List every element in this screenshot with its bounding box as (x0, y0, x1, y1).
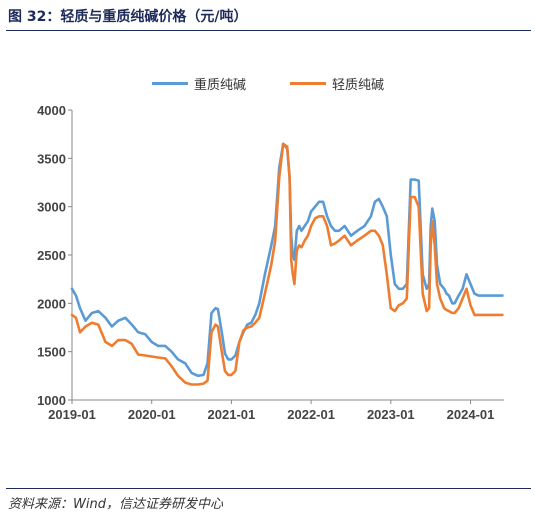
legend-swatch-heavy (152, 82, 188, 85)
legend-item-heavy: 重质纯碱 (152, 74, 246, 93)
title-rule (6, 30, 531, 31)
x-tick-label: 2024-01 (447, 407, 495, 422)
legend-swatch-light (290, 82, 326, 85)
y-tick-label: 1500 (37, 345, 66, 360)
series-line-light-soda-ash (70, 142, 504, 386)
x-tick-label: 2021-01 (208, 407, 256, 422)
source-note: 资料来源：Wind，信达证券研发中心 (8, 497, 223, 512)
series-line-heavy-soda-ash (70, 142, 504, 378)
y-tick-label: 4000 (37, 103, 66, 118)
x-tick-label: 2019-01 (48, 407, 96, 422)
x-tick-label: 2020-01 (128, 407, 176, 422)
x-tick-label: 2022-01 (287, 407, 335, 422)
legend-item-light: 轻质纯碱 (290, 74, 384, 93)
y-tick-label: 3000 (37, 200, 66, 215)
legend-label-light: 轻质纯碱 (332, 78, 385, 93)
y-tick-label: 1000 (37, 393, 66, 408)
y-tick-label: 3500 (37, 151, 66, 166)
y-tick-label: 2000 (37, 296, 66, 311)
y-tick-label: 2500 (37, 248, 66, 263)
legend-label-heavy: 重质纯碱 (194, 78, 247, 93)
figure-title: 图 32：轻质与重质纯碱价格（元/吨） (8, 9, 248, 25)
chart-legend: 重质纯碱 轻质纯碱 (0, 74, 535, 94)
source-rule (6, 488, 531, 489)
x-tick-label: 2023-01 (367, 407, 415, 422)
